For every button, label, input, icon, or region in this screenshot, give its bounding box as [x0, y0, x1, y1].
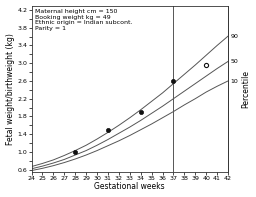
Y-axis label: Fetal weight/birthweight (kg): Fetal weight/birthweight (kg) — [6, 33, 15, 145]
Y-axis label: Percentile: Percentile — [241, 70, 250, 108]
Text: Maternal height cm = 150
Booking weight kg = 49
Ethnic origin = Indian subcont.
: Maternal height cm = 150 Booking weight … — [35, 9, 133, 31]
X-axis label: Gestational weeks: Gestational weeks — [94, 182, 165, 191]
